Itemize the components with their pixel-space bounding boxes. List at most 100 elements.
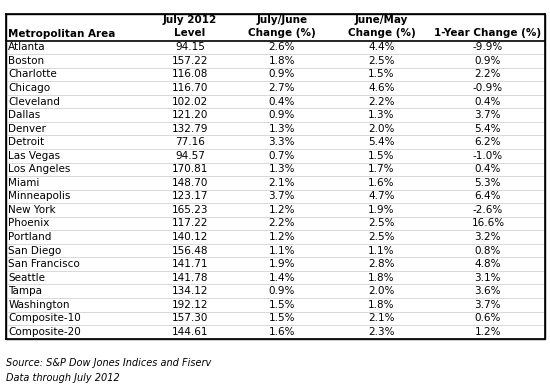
Text: 0.9%: 0.9% — [268, 70, 295, 79]
Text: 116.08: 116.08 — [172, 70, 208, 79]
Text: 0.6%: 0.6% — [475, 313, 501, 323]
Text: 116.70: 116.70 — [172, 83, 208, 93]
Text: July 2012: July 2012 — [163, 15, 217, 25]
Text: 2.5%: 2.5% — [368, 219, 395, 228]
Text: Phoenix: Phoenix — [8, 219, 50, 228]
Text: 1.6%: 1.6% — [368, 178, 395, 188]
Text: Chicago: Chicago — [8, 83, 51, 93]
Text: 2.2%: 2.2% — [368, 97, 395, 106]
Text: 170.81: 170.81 — [172, 164, 208, 174]
Text: 156.48: 156.48 — [172, 246, 208, 255]
Text: 1.8%: 1.8% — [368, 273, 395, 283]
Text: Denver: Denver — [8, 124, 46, 134]
Text: 157.22: 157.22 — [172, 56, 208, 66]
Text: 1.2%: 1.2% — [268, 205, 295, 215]
Text: 1.7%: 1.7% — [368, 164, 395, 174]
Text: -1.0%: -1.0% — [473, 151, 503, 161]
Text: 144.61: 144.61 — [172, 327, 208, 337]
Text: 2.6%: 2.6% — [268, 43, 295, 52]
Text: 4.4%: 4.4% — [368, 43, 395, 52]
Text: 157.30: 157.30 — [172, 313, 208, 323]
Text: 2.2%: 2.2% — [475, 70, 501, 79]
Text: 0.7%: 0.7% — [268, 151, 295, 161]
Text: Source: S&P Dow Jones Indices and Fiserv: Source: S&P Dow Jones Indices and Fiserv — [6, 358, 211, 368]
Text: 0.4%: 0.4% — [475, 97, 501, 106]
Text: Composite-20: Composite-20 — [8, 327, 81, 337]
Text: Atlanta: Atlanta — [8, 43, 46, 52]
Text: 140.12: 140.12 — [172, 232, 208, 242]
Text: 134.12: 134.12 — [172, 286, 208, 296]
Text: 2.2%: 2.2% — [268, 219, 295, 228]
Text: 3.7%: 3.7% — [268, 192, 295, 201]
Text: 0.4%: 0.4% — [268, 97, 295, 106]
Text: 1-Year Change (%): 1-Year Change (%) — [434, 28, 541, 38]
Text: Cleveland: Cleveland — [8, 97, 60, 106]
Text: 4.7%: 4.7% — [368, 192, 395, 201]
Text: 1.9%: 1.9% — [268, 259, 295, 269]
Text: 1.1%: 1.1% — [268, 246, 295, 255]
Text: 4.6%: 4.6% — [368, 83, 395, 93]
Text: 77.16: 77.16 — [175, 137, 205, 147]
Text: 4.8%: 4.8% — [475, 259, 501, 269]
Text: 1.6%: 1.6% — [268, 327, 295, 337]
Text: 6.2%: 6.2% — [475, 137, 501, 147]
Text: -2.6%: -2.6% — [473, 205, 503, 215]
Text: San Francisco: San Francisco — [8, 259, 80, 269]
Text: 123.17: 123.17 — [172, 192, 208, 201]
Text: 2.8%: 2.8% — [368, 259, 395, 269]
Text: 5.4%: 5.4% — [368, 137, 395, 147]
Text: 5.4%: 5.4% — [475, 124, 501, 134]
Text: 94.15: 94.15 — [175, 43, 205, 52]
Text: Detroit: Detroit — [8, 137, 45, 147]
Text: June/May: June/May — [355, 15, 408, 25]
Text: 3.7%: 3.7% — [475, 110, 501, 120]
Text: Change (%): Change (%) — [248, 28, 316, 38]
Text: Tampa: Tampa — [8, 286, 42, 296]
Text: 16.6%: 16.6% — [471, 219, 504, 228]
Text: 5.3%: 5.3% — [475, 178, 501, 188]
Text: 1.2%: 1.2% — [268, 232, 295, 242]
Text: 1.8%: 1.8% — [368, 300, 395, 310]
Text: Level: Level — [174, 28, 206, 38]
Text: -9.9%: -9.9% — [473, 43, 503, 52]
Text: 121.20: 121.20 — [172, 110, 208, 120]
Text: 2.1%: 2.1% — [368, 313, 395, 323]
Text: 1.1%: 1.1% — [368, 246, 395, 255]
Text: 2.0%: 2.0% — [368, 286, 395, 296]
Text: 141.78: 141.78 — [172, 273, 208, 283]
Text: 1.5%: 1.5% — [268, 313, 295, 323]
Text: 3.1%: 3.1% — [475, 273, 501, 283]
Text: 0.9%: 0.9% — [475, 56, 501, 66]
Text: 2.5%: 2.5% — [368, 232, 395, 242]
Text: 6.4%: 6.4% — [475, 192, 501, 201]
Text: 1.8%: 1.8% — [268, 56, 295, 66]
Text: Washington: Washington — [8, 300, 70, 310]
Text: 2.5%: 2.5% — [368, 56, 395, 66]
Text: 1.3%: 1.3% — [268, 164, 295, 174]
Text: 0.9%: 0.9% — [268, 286, 295, 296]
Text: 102.02: 102.02 — [172, 97, 208, 106]
Text: Change (%): Change (%) — [348, 28, 415, 38]
Text: Minneapolis: Minneapolis — [8, 192, 70, 201]
Text: Boston: Boston — [8, 56, 45, 66]
Text: Las Vegas: Las Vegas — [8, 151, 60, 161]
Text: 117.22: 117.22 — [172, 219, 208, 228]
Text: 94.57: 94.57 — [175, 151, 205, 161]
Text: 1.9%: 1.9% — [368, 205, 395, 215]
Text: 0.9%: 0.9% — [268, 110, 295, 120]
Text: 132.79: 132.79 — [172, 124, 208, 134]
Text: 2.0%: 2.0% — [368, 124, 395, 134]
Text: 0.4%: 0.4% — [475, 164, 501, 174]
Text: 1.3%: 1.3% — [268, 124, 295, 134]
Text: New York: New York — [8, 205, 56, 215]
Text: Seattle: Seattle — [8, 273, 45, 283]
Text: 141.71: 141.71 — [172, 259, 208, 269]
Text: 148.70: 148.70 — [172, 178, 208, 188]
Text: Data through July 2012: Data through July 2012 — [6, 373, 119, 384]
Text: 1.5%: 1.5% — [268, 300, 295, 310]
Text: 1.2%: 1.2% — [475, 327, 501, 337]
Bar — [6, 14, 544, 339]
Text: 0.8%: 0.8% — [475, 246, 501, 255]
Text: 1.4%: 1.4% — [268, 273, 295, 283]
Text: Miami: Miami — [8, 178, 40, 188]
